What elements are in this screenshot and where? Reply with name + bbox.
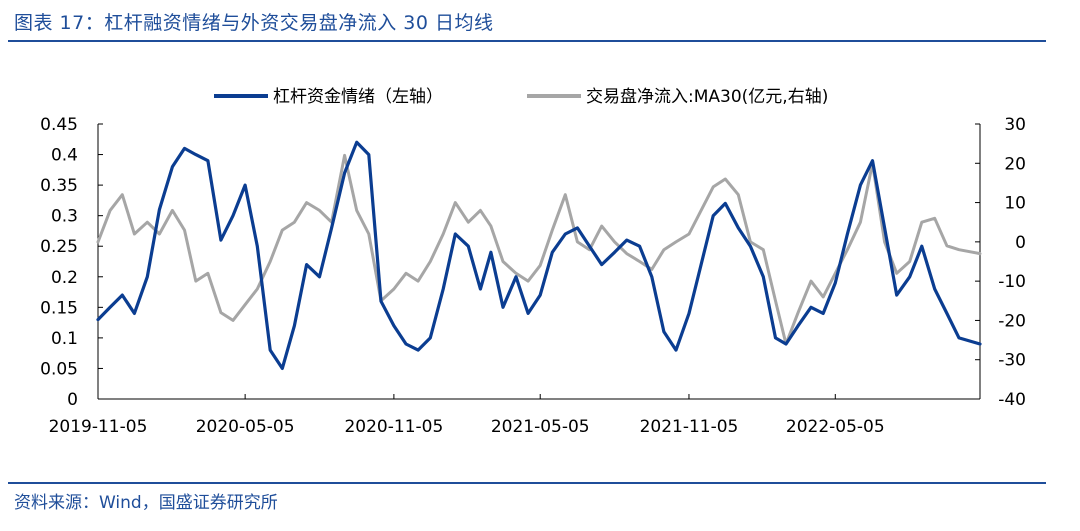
left-tick-label: 0.05 (40, 359, 78, 379)
legend-label-right-series: 交易盘净流入:MA30(亿元,右轴) (586, 87, 828, 107)
right-tick-label: 20 (1004, 154, 1026, 174)
legend-label-left-series: 杠杆资金情绪（左轴） (273, 87, 443, 107)
x-axis: 2019-11-05 2020-05-05 2020-11-05 2021-05-05… (49, 394, 885, 437)
left-tick-label: 0.45 (40, 115, 78, 135)
series-line-leverage-sentiment (96, 140, 982, 370)
x-tick-label: 2021-05-05 (491, 417, 590, 437)
chart-title: 图表 17：杠杆融资情绪与外资交易盘净流入 30 日均线 (14, 12, 494, 34)
x-tick-label: 2022-05-05 (786, 417, 885, 437)
legend: 杠杆资金情绪（左轴） 交易盘净流入:MA30(亿元,右轴) (214, 87, 828, 107)
series-line-trading-inflow-ma30 (96, 153, 982, 346)
x-tick-label: 2021-11-05 (640, 417, 739, 437)
plot-frame (97, 124, 981, 400)
x-tick-label: 2020-11-05 (344, 417, 443, 437)
left-tick-label: 0.35 (40, 176, 78, 196)
left-tick-label: 0.15 (40, 298, 78, 318)
left-tick-label: 0.25 (40, 237, 78, 257)
title-rule (8, 40, 1046, 42)
series-layer (96, 140, 982, 370)
footer-rule (8, 482, 1046, 484)
right-tick-label: 10 (1004, 194, 1026, 214)
left-tick-label: 0.1 (51, 329, 78, 349)
right-tick-label: -40 (998, 390, 1026, 410)
right-tick-label: -20 (998, 311, 1026, 331)
right-tick-label: -30 (998, 351, 1026, 371)
left-axis: 0 0.05 0.1 0.15 0.2 0.25 0.3 0.35 0.4 0.45 (40, 115, 103, 410)
source-note: 资料来源：Wind，国盛证券研究所 (14, 493, 278, 513)
right-tick-label: -10 (998, 272, 1026, 292)
right-tick-label: 0 (1015, 233, 1026, 253)
x-tick-label: 2019-11-05 (49, 417, 148, 437)
left-tick-label: 0.2 (51, 268, 78, 288)
right-tick-label: 30 (1004, 115, 1026, 135)
left-tick-label: 0.3 (51, 207, 78, 227)
left-tick-label: 0.4 (51, 146, 78, 166)
left-tick-label: 0 (67, 390, 78, 410)
x-tick-label: 2020-05-05 (196, 417, 295, 437)
right-axis: -40 -30 -20 -10 0 10 20 30 (975, 115, 1026, 410)
